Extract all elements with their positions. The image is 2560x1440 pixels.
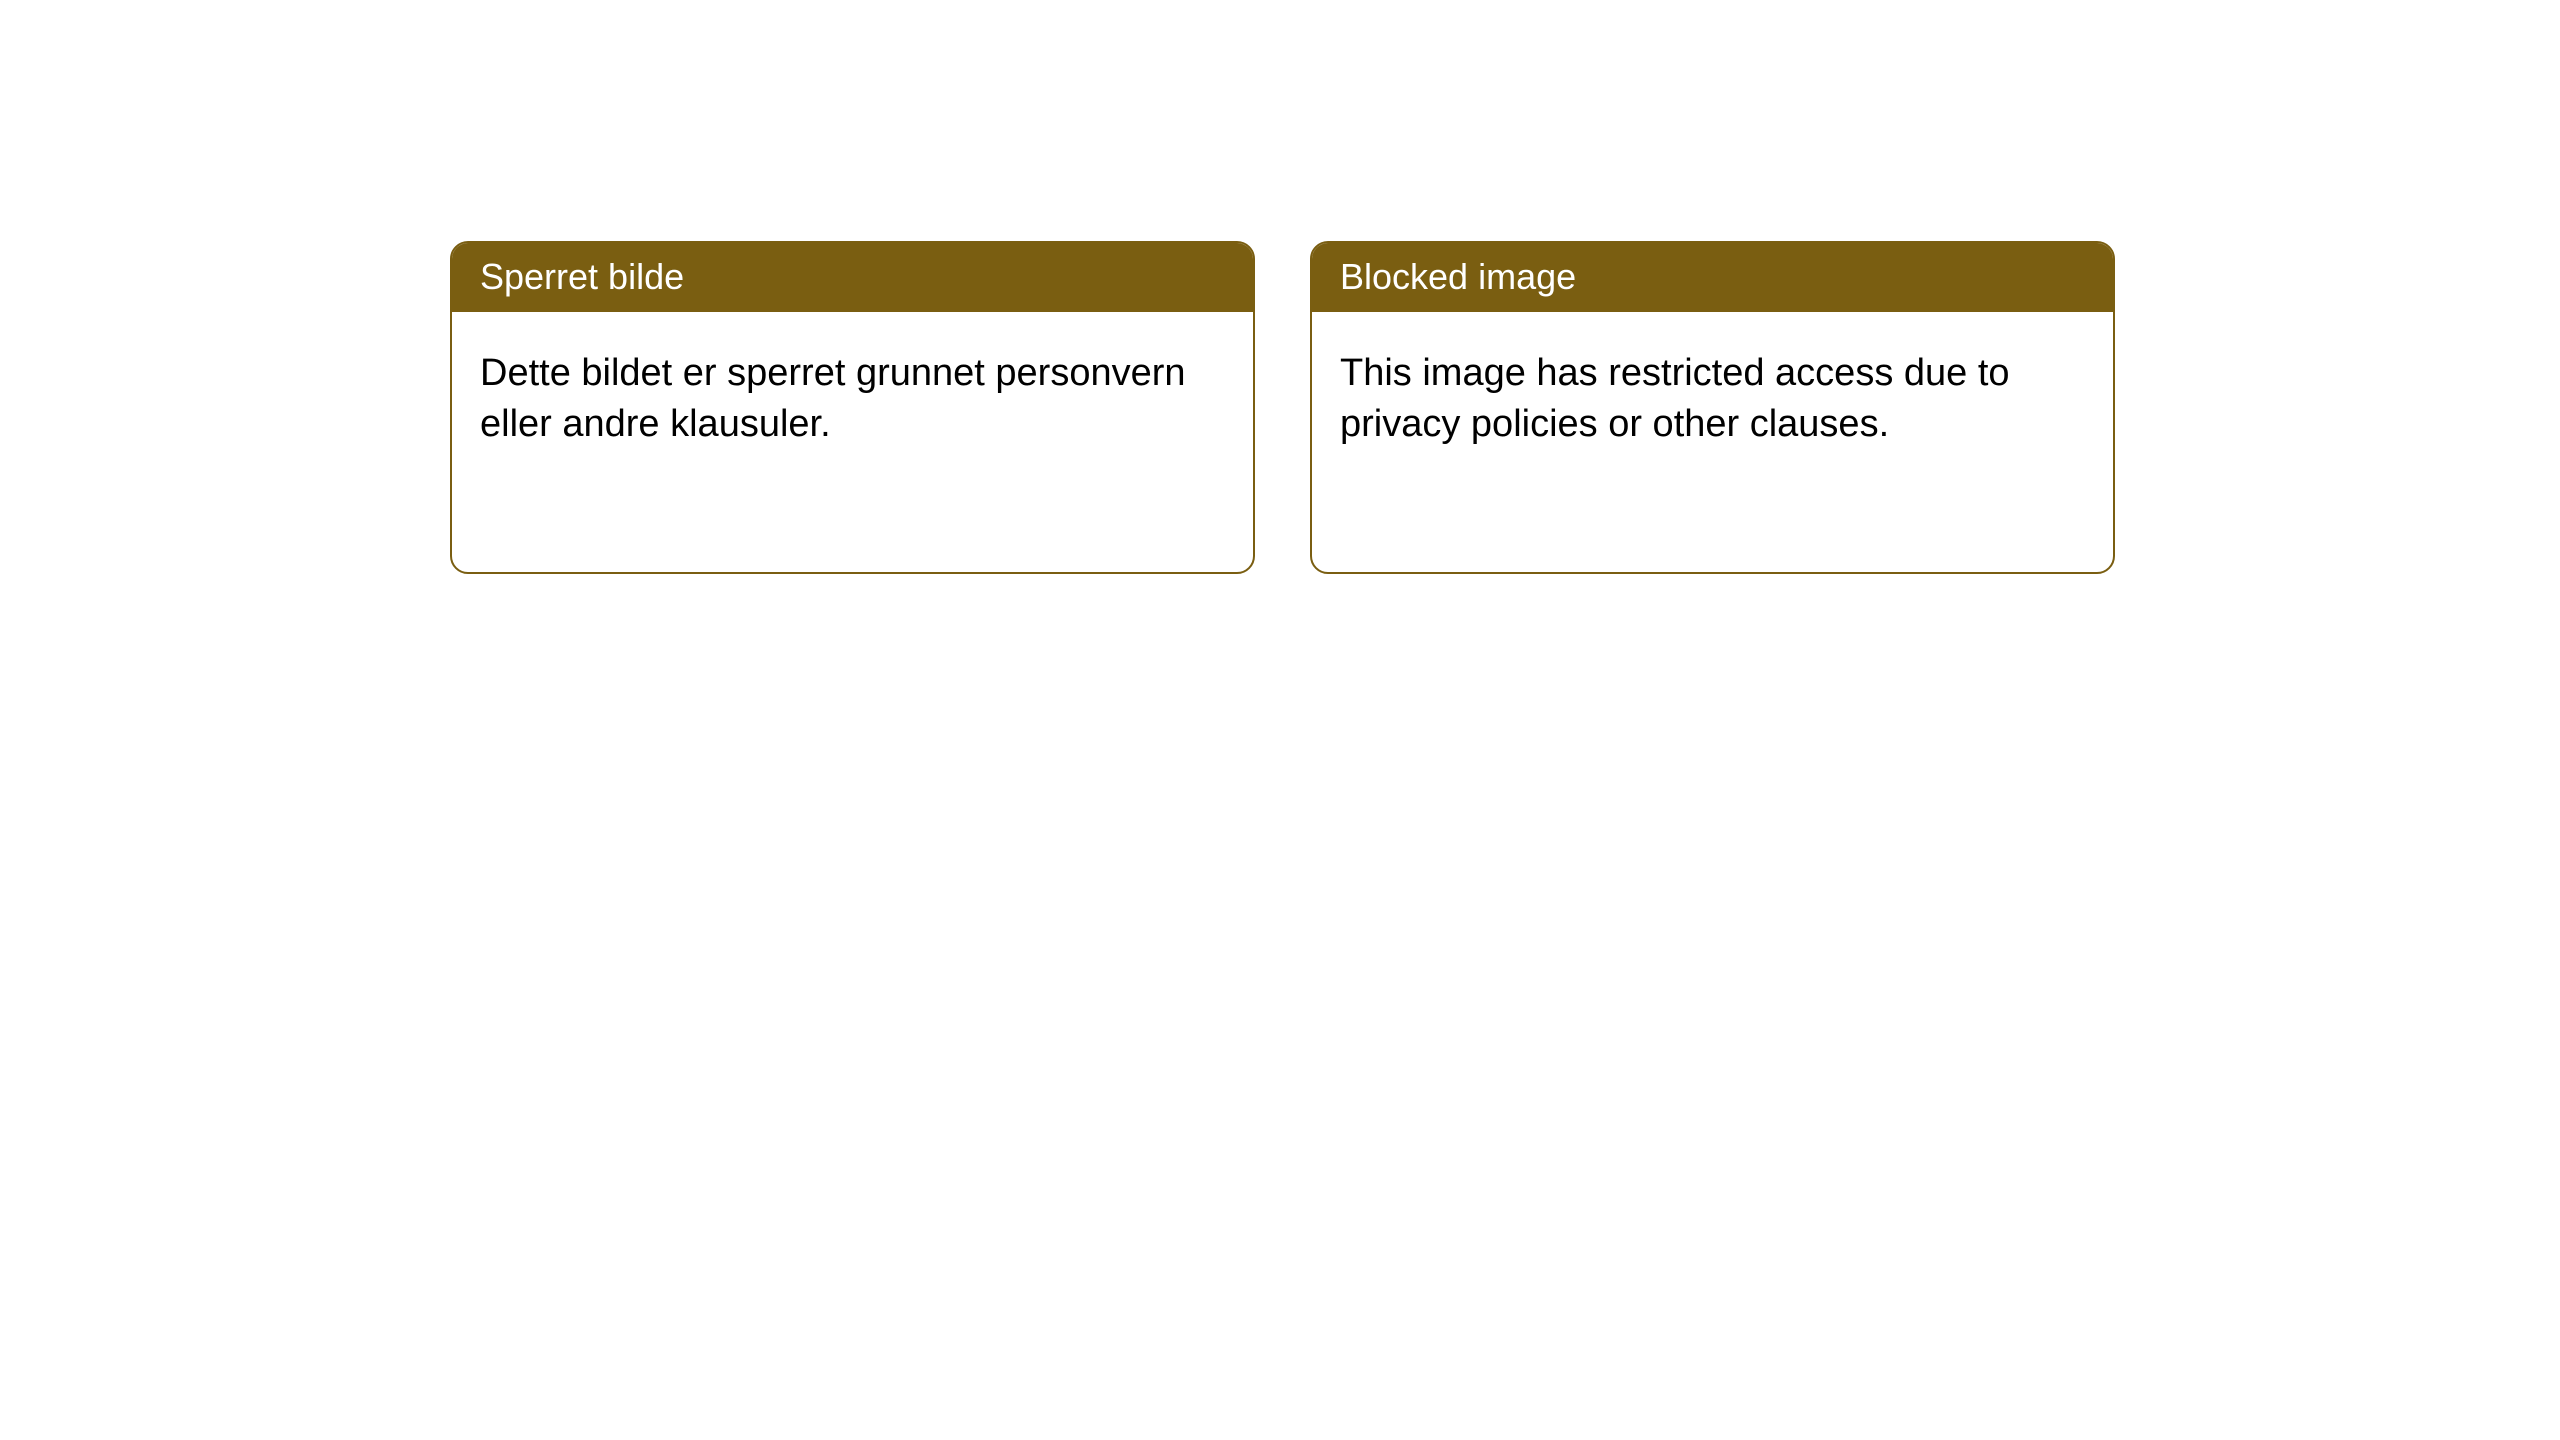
notice-body: Dette bildet er sperret grunnet personve… — [452, 312, 1253, 572]
notice-title: Sperret bilde — [480, 256, 684, 297]
notice-title: Blocked image — [1340, 256, 1576, 297]
notice-card-norwegian: Sperret bilde Dette bildet er sperret gr… — [450, 241, 1255, 574]
notice-message: Dette bildet er sperret grunnet personve… — [480, 352, 1186, 445]
notice-header: Blocked image — [1312, 243, 2113, 312]
notice-message: This image has restricted access due to … — [1340, 352, 2010, 445]
notice-card-english: Blocked image This image has restricted … — [1310, 241, 2115, 574]
notice-body: This image has restricted access due to … — [1312, 312, 2113, 572]
notice-container: Sperret bilde Dette bildet er sperret gr… — [450, 241, 2115, 574]
notice-header: Sperret bilde — [452, 243, 1253, 312]
